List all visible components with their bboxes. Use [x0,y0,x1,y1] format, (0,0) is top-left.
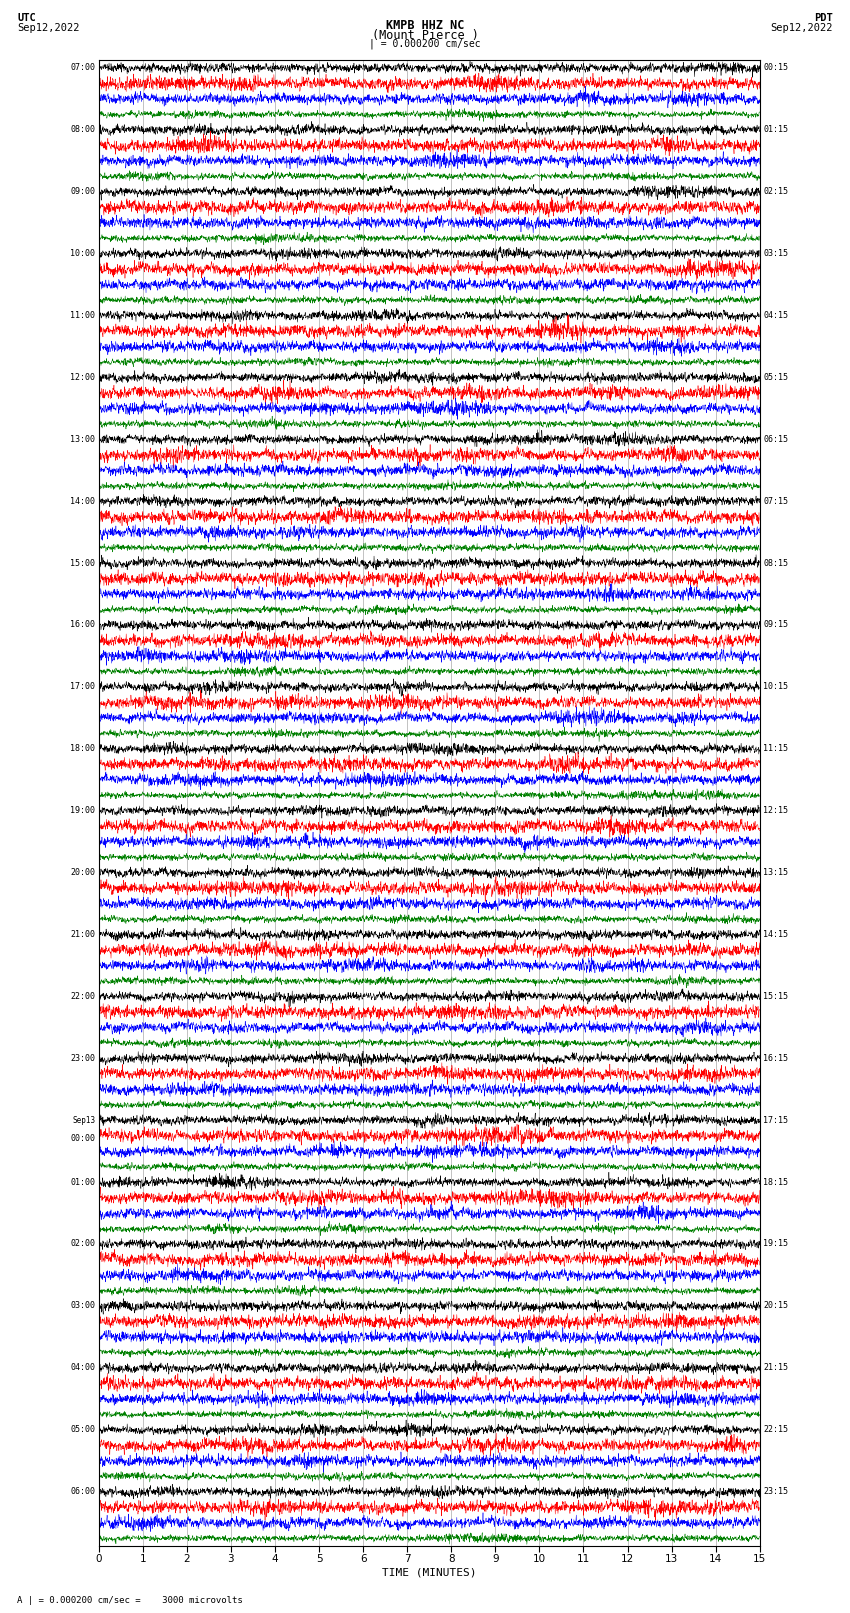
Text: 04:00: 04:00 [71,1363,95,1373]
Text: 12:00: 12:00 [71,373,95,382]
Text: A | = 0.000200 cm/sec =    3000 microvolts: A | = 0.000200 cm/sec = 3000 microvolts [17,1595,243,1605]
Text: 02:00: 02:00 [71,1239,95,1248]
Text: KMPB HHZ NC: KMPB HHZ NC [386,19,464,32]
Text: 09:00: 09:00 [71,187,95,197]
Text: 22:00: 22:00 [71,992,95,1000]
Text: 13:15: 13:15 [763,868,788,877]
Text: 21:15: 21:15 [763,1363,788,1373]
Text: 08:15: 08:15 [763,558,788,568]
Text: 19:00: 19:00 [71,806,95,815]
Text: 17:00: 17:00 [71,682,95,692]
Text: Sep13: Sep13 [72,1116,95,1124]
Text: 08:00: 08:00 [71,126,95,134]
Text: 16:15: 16:15 [763,1053,788,1063]
Text: (Mount Pierce ): (Mount Pierce ) [371,29,479,42]
Text: 20:15: 20:15 [763,1302,788,1310]
Text: 18:15: 18:15 [763,1177,788,1187]
Text: 07:00: 07:00 [71,63,95,73]
Text: 05:15: 05:15 [763,373,788,382]
Text: 06:15: 06:15 [763,434,788,444]
Text: 03:15: 03:15 [763,248,788,258]
Text: Sep12,2022: Sep12,2022 [17,23,80,32]
Text: | = 0.000200 cm/sec: | = 0.000200 cm/sec [369,39,481,50]
Text: 10:00: 10:00 [71,248,95,258]
Text: 13:00: 13:00 [71,434,95,444]
Text: 14:15: 14:15 [763,931,788,939]
Text: 01:15: 01:15 [763,126,788,134]
Text: 07:15: 07:15 [763,497,788,505]
Text: 12:15: 12:15 [763,806,788,815]
Text: Sep12,2022: Sep12,2022 [770,23,833,32]
Text: 10:15: 10:15 [763,682,788,692]
Text: 00:15: 00:15 [763,63,788,73]
Text: 02:15: 02:15 [763,187,788,197]
Text: 11:15: 11:15 [763,744,788,753]
Text: 23:15: 23:15 [763,1487,788,1497]
Text: 18:00: 18:00 [71,744,95,753]
Text: PDT: PDT [814,13,833,23]
Text: 15:00: 15:00 [71,558,95,568]
Text: 03:00: 03:00 [71,1302,95,1310]
X-axis label: TIME (MINUTES): TIME (MINUTES) [382,1568,477,1578]
Text: 01:00: 01:00 [71,1177,95,1187]
Text: 11:00: 11:00 [71,311,95,319]
Text: 15:15: 15:15 [763,992,788,1000]
Text: 16:00: 16:00 [71,621,95,629]
Text: 20:00: 20:00 [71,868,95,877]
Text: UTC: UTC [17,13,36,23]
Text: 23:00: 23:00 [71,1053,95,1063]
Text: 09:15: 09:15 [763,621,788,629]
Text: 05:00: 05:00 [71,1426,95,1434]
Text: 17:15: 17:15 [763,1116,788,1124]
Text: 14:00: 14:00 [71,497,95,505]
Text: 00:00: 00:00 [71,1134,95,1144]
Text: 19:15: 19:15 [763,1239,788,1248]
Text: 21:00: 21:00 [71,931,95,939]
Text: 04:15: 04:15 [763,311,788,319]
Text: 22:15: 22:15 [763,1426,788,1434]
Text: 06:00: 06:00 [71,1487,95,1497]
